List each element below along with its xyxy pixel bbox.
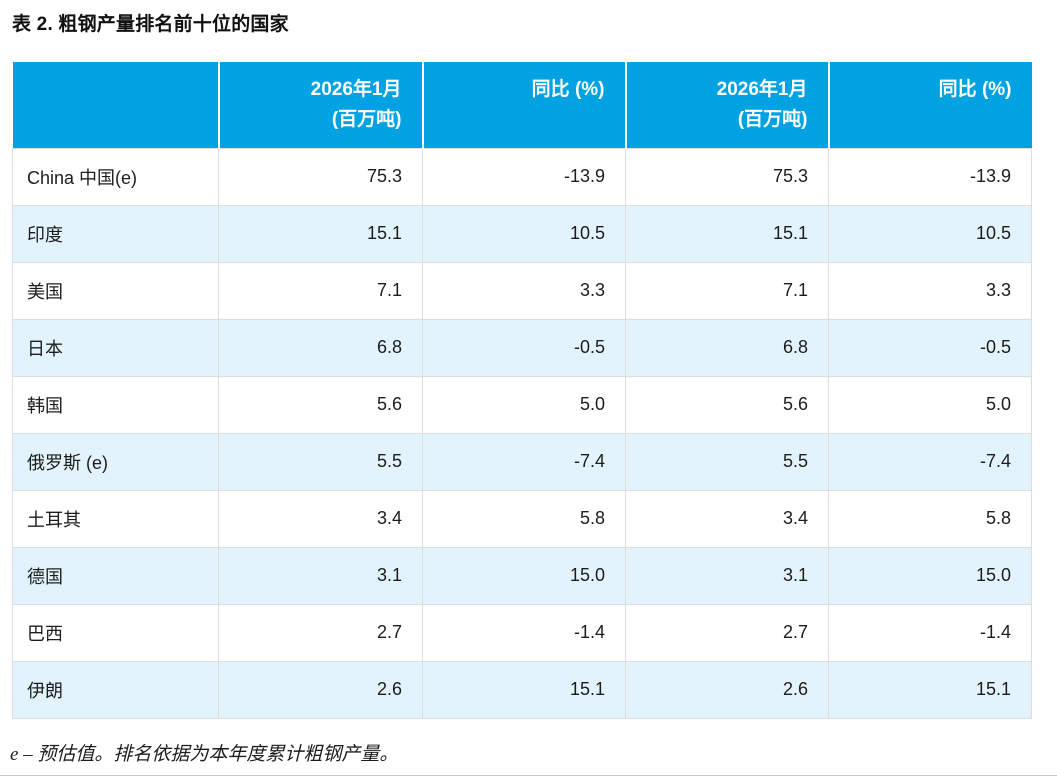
production-value-cell: 75.3 [218, 147, 423, 206]
yoy-value-cell: 10.5 [422, 204, 626, 263]
yoy-value-cell: -1.4 [422, 603, 626, 662]
page-title: 表 2. 粗钢产量排名前十位的国家 [12, 14, 289, 35]
country-cell: 日本 [12, 318, 219, 377]
table-row: 日本 6.8 -0.5 6.8 -0.5 [12, 318, 1032, 377]
header-country-blank [12, 62, 220, 148]
yoy-value-cell: -13.9 [422, 147, 626, 206]
yoy-value-cell: -13.9 [828, 147, 1032, 206]
production-value-cell: 3.1 [218, 546, 423, 605]
production-value-cell: 2.6 [625, 660, 829, 719]
header-row: 2026年1月 (百万吨) 同比 (%) 2026年1月 (百万吨) 同比 (%… [12, 62, 1032, 148]
yoy-value-cell: -1.4 [828, 603, 1032, 662]
yoy-value-cell: 10.5 [828, 204, 1032, 263]
production-value-cell: 2.7 [625, 603, 829, 662]
production-value-cell: 15.1 [625, 204, 829, 263]
yoy-value-cell: 3.3 [422, 261, 626, 320]
production-value-cell: 5.5 [625, 432, 829, 491]
yoy-value-cell: 15.1 [828, 660, 1032, 719]
production-value-cell: 15.1 [218, 204, 423, 263]
production-value-cell: 3.1 [625, 546, 829, 605]
country-cell: 巴西 [12, 603, 219, 662]
yoy-value-cell: 5.8 [422, 489, 626, 548]
header-yoy-1: 同比 (%) [422, 62, 627, 148]
yoy-value-cell: 5.8 [828, 489, 1032, 548]
production-value-cell: 5.6 [218, 375, 423, 434]
yoy-value-cell: 5.0 [422, 375, 626, 434]
yoy-value-cell: -0.5 [422, 318, 626, 377]
table-row: 伊朗 2.6 15.1 2.6 15.1 [12, 660, 1032, 719]
production-value-cell: 3.4 [218, 489, 423, 548]
yoy-value-cell: -0.5 [828, 318, 1032, 377]
country-cell: 德国 [12, 546, 219, 605]
table-row: 德国 3.1 15.0 3.1 15.0 [12, 546, 1032, 605]
production-value-cell: 5.6 [625, 375, 829, 434]
table-row: 土耳其 3.4 5.8 3.4 5.8 [12, 489, 1032, 548]
country-cell: 土耳其 [12, 489, 219, 548]
production-value-cell: 5.5 [218, 432, 423, 491]
footnote: e – 预估值。排名依据为本年度累计粗钢产量。 [10, 744, 399, 765]
table-row: China 中国(e) 75.3 -13.9 75.3 -13.9 [12, 147, 1032, 206]
production-value-cell: 3.4 [625, 489, 829, 548]
table-row: 韩国 5.6 5.0 5.6 5.0 [12, 375, 1032, 434]
table-row: 巴西 2.7 -1.4 2.7 -1.4 [12, 603, 1032, 662]
country-cell: 俄罗斯 (e) [12, 432, 219, 491]
country-cell: 印度 [12, 204, 219, 263]
production-value-cell: 7.1 [218, 261, 423, 320]
production-value-cell: 2.7 [218, 603, 423, 662]
header-yoy-2-line1: 同比 (%) [938, 79, 1012, 100]
header-production-2-line1: 2026年1月 [716, 79, 808, 100]
production-value-cell: 2.6 [218, 660, 423, 719]
country-cell: 美国 [12, 261, 219, 320]
yoy-value-cell: 15.0 [422, 546, 626, 605]
yoy-value-cell: -7.4 [828, 432, 1032, 491]
header-production-1: 2026年1月 (百万吨) [218, 62, 424, 148]
table-body: China 中国(e) 75.3 -13.9 75.3 -13.9 印度 15.1 10.5 1… [12, 147, 1032, 719]
header-production-1-line2: (百万吨) [331, 109, 402, 130]
header-production-2: 2026年1月 (百万吨) [625, 62, 830, 148]
table-row: 俄罗斯 (e) 5.5 -7.4 5.5 -7.4 [12, 432, 1032, 491]
header-production-1-line1: 2026年1月 [310, 79, 402, 100]
header-yoy-2: 同比 (%) [828, 62, 1032, 148]
production-value-cell: 7.1 [625, 261, 829, 320]
crude-steel-top10-table: 2026年1月 (百万吨) 同比 (%) 2026年1月 (百万吨) 同比 (%… [12, 62, 1032, 719]
production-value-cell: 6.8 [625, 318, 829, 377]
yoy-value-cell: -7.4 [422, 432, 626, 491]
bottom-divider [0, 775, 1057, 776]
country-cell: 韩国 [12, 375, 219, 434]
yoy-value-cell: 15.1 [422, 660, 626, 719]
yoy-value-cell: 15.0 [828, 546, 1032, 605]
country-cell: China 中国(e) [12, 147, 219, 206]
country-cell: 伊朗 [12, 660, 219, 719]
header-production-2-line2: (百万吨) [737, 109, 808, 130]
header-yoy-1-line1: 同比 (%) [531, 79, 605, 100]
table-row: 印度 15.1 10.5 15.1 10.5 [12, 204, 1032, 263]
yoy-value-cell: 5.0 [828, 375, 1032, 434]
table-row: 美国 7.1 3.3 7.1 3.3 [12, 261, 1032, 320]
production-value-cell: 6.8 [218, 318, 423, 377]
yoy-value-cell: 3.3 [828, 261, 1032, 320]
production-value-cell: 75.3 [625, 147, 829, 206]
